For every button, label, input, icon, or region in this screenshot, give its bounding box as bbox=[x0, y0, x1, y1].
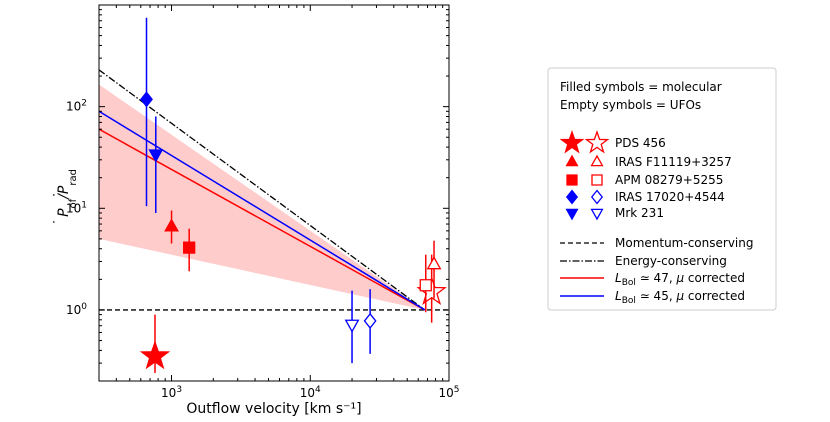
point-pds-456-molecular bbox=[139, 340, 171, 370]
legend-frame bbox=[547, 67, 777, 311]
legend-label-energy: Energy-conserving bbox=[615, 254, 727, 268]
point-mrk-231-ufo bbox=[344, 319, 360, 333]
x-axis-label: Outflow velocity [km s⁻¹] bbox=[186, 401, 361, 417]
legend-source-pds456: PDS 456 bbox=[615, 136, 666, 150]
svg-text:Pof/Prad: Pof/Prad bbox=[56, 169, 79, 217]
point-iras-f11119-3257-molecular bbox=[164, 218, 179, 232]
y-axis-dot-1: · bbox=[47, 220, 61, 224]
legend-marker-empty-4 bbox=[590, 208, 604, 221]
legend-marker-filled-0 bbox=[559, 130, 585, 154]
line-energy-conserving bbox=[99, 69, 426, 311]
line-lbol-47 bbox=[99, 128, 426, 311]
x-tick-label: 105 bbox=[438, 385, 459, 400]
point-mrk-231-molecular bbox=[148, 149, 164, 163]
y-axis-label: Pof/Prad · · bbox=[47, 169, 79, 224]
legend-label-momentum: Momentum-conserving bbox=[615, 236, 753, 250]
x-tick-label: 103 bbox=[161, 385, 182, 400]
legend-marker-filled-1 bbox=[565, 154, 579, 167]
legend-header-empty: Empty symbols = UFOs bbox=[560, 98, 701, 112]
y-tick-label: 102 bbox=[66, 99, 87, 114]
legend-marker-filled-2 bbox=[566, 174, 578, 186]
legend-source-apm08279: APM 08279+5255 bbox=[615, 173, 723, 187]
legend-marker-empty-3 bbox=[590, 189, 604, 205]
y-axis-dot-2: · bbox=[47, 193, 61, 197]
legend-marker-filled-3 bbox=[565, 189, 579, 205]
legend: Filled symbols = molecular Empty symbols… bbox=[547, 67, 777, 311]
legend-marker-empty-0 bbox=[584, 130, 610, 154]
x-tick-label: 104 bbox=[300, 385, 321, 400]
legend-source-iras-f11119: IRAS F11119+3257 bbox=[615, 155, 732, 169]
y-tick-label: 101 bbox=[66, 200, 87, 215]
uncertainty-band bbox=[99, 84, 425, 310]
point-iras-f11119-3257-ufo bbox=[426, 256, 442, 270]
point-apm-08279-5255-ufo bbox=[419, 279, 432, 292]
point-apm-08279-5255-molecular bbox=[183, 241, 196, 254]
legend-label-lbol47: LBol ≃ 47, μ corrected bbox=[615, 271, 745, 288]
legend-marker-empty-1 bbox=[590, 154, 604, 167]
line-lbol-45 bbox=[99, 110, 426, 311]
legend-header-filled: Filled symbols = molecular bbox=[560, 80, 722, 94]
point-iras-17020-4544-molecular bbox=[140, 91, 153, 108]
legend-source-mrk231: Mrk 231 bbox=[615, 206, 664, 220]
point-iras-17020-4544-ufo bbox=[363, 312, 377, 329]
legend-label-lbol45: LBol ≃ 45, μ corrected bbox=[615, 289, 745, 306]
y-tick-label: 100 bbox=[66, 302, 87, 317]
legend-marker-empty-2 bbox=[591, 174, 603, 186]
legend-marker-filled-4 bbox=[565, 208, 579, 221]
legend-source-iras17020: IRAS 17020+4544 bbox=[615, 190, 725, 204]
plot-frame bbox=[98, 4, 450, 382]
